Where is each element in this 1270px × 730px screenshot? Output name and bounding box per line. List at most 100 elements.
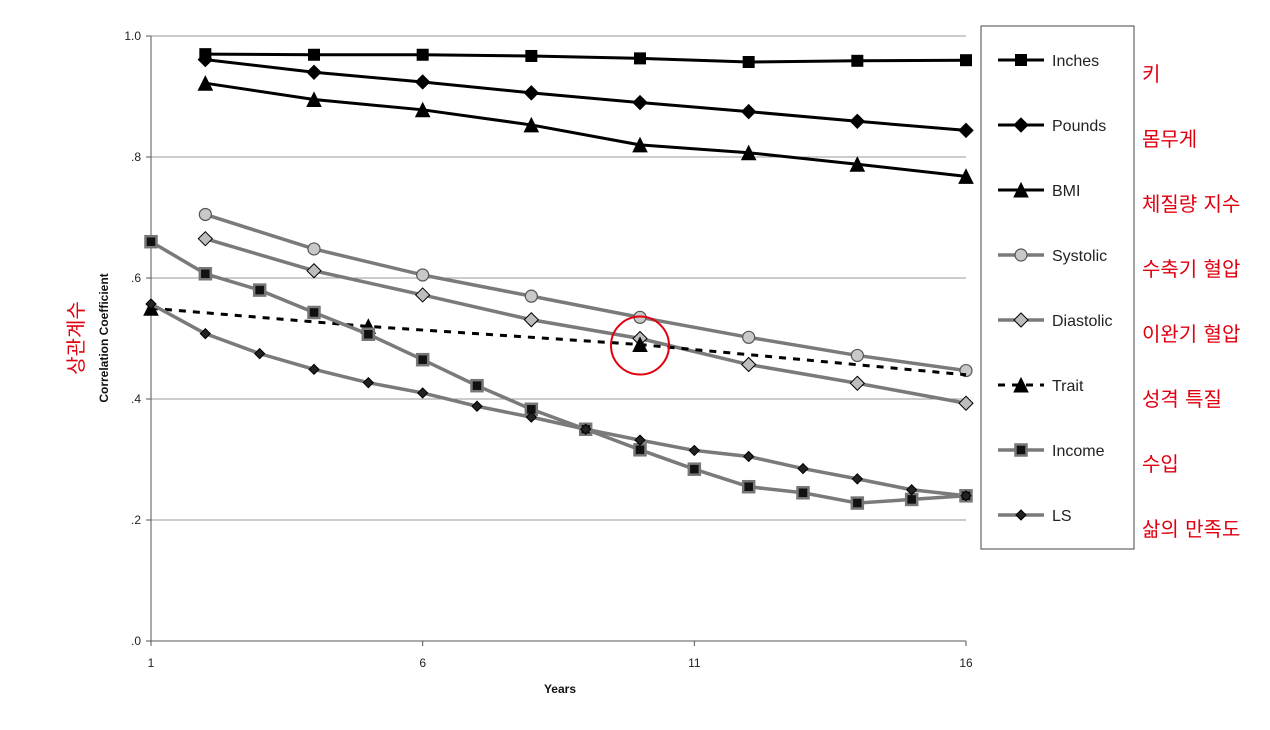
data-point-diamond xyxy=(632,94,648,111)
y-tick-label: 1.0 xyxy=(124,29,141,43)
data-point-diamond xyxy=(414,287,431,303)
x-tick-label: 1 xyxy=(148,656,155,670)
data-point-square xyxy=(633,443,647,457)
data-point-circle xyxy=(524,289,538,303)
data-point-diamond xyxy=(471,400,483,412)
series-line-pounds xyxy=(205,58,967,132)
legend-label: LS xyxy=(1052,508,1072,525)
y-tick-label: .6 xyxy=(131,271,141,285)
data-point-diamond xyxy=(1013,312,1029,328)
series-trait xyxy=(143,300,967,377)
data-point-diamond xyxy=(199,327,212,340)
series-ls xyxy=(145,298,972,502)
data-point-triangle xyxy=(306,91,322,108)
data-point-square xyxy=(470,378,484,393)
legend-label: Diastolic xyxy=(1052,313,1112,330)
data-point-square xyxy=(850,496,865,510)
x-tick-label: 16 xyxy=(959,656,973,670)
data-point-diamond xyxy=(253,347,266,360)
legend-label: BMI xyxy=(1052,183,1080,200)
data-point-square xyxy=(742,56,755,69)
legend-item-systolic: Systolic xyxy=(998,248,1107,265)
legend-translation: 수축기 혈압 xyxy=(1142,257,1240,281)
data-point-triangle xyxy=(523,116,540,133)
data-point-triangle xyxy=(197,75,214,91)
data-point-diamond xyxy=(197,51,214,68)
series-pounds xyxy=(197,51,974,139)
data-point-square xyxy=(252,283,267,297)
legend: Inches Pounds BMI Systolic Diastolic Trait Inc… xyxy=(980,25,1135,550)
series-line-trait xyxy=(150,306,967,377)
data-point-triangle xyxy=(632,336,648,353)
series-systolic xyxy=(198,207,973,378)
data-point-square xyxy=(796,486,810,500)
legend-label: Systolic xyxy=(1052,248,1107,265)
data-point-triangle xyxy=(849,156,866,172)
data-point-triangle xyxy=(414,101,431,118)
y-tick-label: .0 xyxy=(131,634,141,648)
data-point-diamond xyxy=(960,490,972,502)
data-point-diamond xyxy=(523,312,540,328)
x-tick-label: 6 xyxy=(419,656,426,670)
y-tick-label: .8 xyxy=(131,150,141,164)
data-point-circle xyxy=(198,207,212,222)
data-point-square xyxy=(144,234,158,249)
data-point-square xyxy=(960,54,972,67)
legend-item-ls: LS xyxy=(998,508,1072,525)
legend-translation: 몸무게 xyxy=(1142,127,1197,151)
data-point-circle xyxy=(307,242,321,256)
data-point-diamond xyxy=(740,356,757,373)
gridlines xyxy=(146,35,967,646)
data-point-diamond xyxy=(306,64,322,81)
data-point-circle xyxy=(416,268,430,282)
data-point-triangle xyxy=(958,168,974,184)
data-point-diamond xyxy=(688,444,701,457)
y-axis-title-translation: 상관계수 xyxy=(64,301,88,375)
data-point-circle xyxy=(742,330,756,344)
data-point-diamond xyxy=(414,74,431,90)
series-diastolic xyxy=(197,230,974,411)
series-line-inches xyxy=(205,52,967,64)
data-point-square xyxy=(307,305,321,320)
data-point-square xyxy=(308,48,320,61)
data-point-diamond xyxy=(634,434,646,446)
series-inches xyxy=(199,48,972,69)
data-point-circle xyxy=(1014,248,1028,262)
legend-item-trait: Trait xyxy=(998,376,1084,395)
series-line-bmi xyxy=(205,81,967,178)
legend-translation: 삶의 만족도 xyxy=(1142,517,1240,541)
data-point-diamond xyxy=(579,423,592,435)
data-point-triangle xyxy=(632,136,648,153)
y-tick-labels: .0 .2 .4 .6 .8 1.0 xyxy=(124,29,141,648)
data-point-square xyxy=(741,479,756,494)
x-tick-label: 11 xyxy=(688,656,701,670)
data-point-diamond xyxy=(308,363,320,376)
data-point-diamond xyxy=(958,395,974,411)
data-point-diamond xyxy=(905,484,918,496)
legend-translation: 키 xyxy=(1142,62,1160,86)
legend-box xyxy=(980,25,1135,550)
x-axis-title: Years xyxy=(544,682,576,696)
series-lines xyxy=(143,48,974,510)
y-tick-label: .2 xyxy=(131,513,141,527)
data-point-square xyxy=(415,352,430,367)
legend-item-bmi: BMI xyxy=(998,181,1080,200)
series-line-ls xyxy=(150,302,967,498)
legend-label: Inches xyxy=(1052,53,1099,70)
data-point-square xyxy=(687,462,702,476)
data-point-diamond xyxy=(197,230,214,247)
data-point-diamond xyxy=(416,387,429,399)
data-point-circle xyxy=(850,348,864,363)
legend-item-income: Income xyxy=(998,443,1105,460)
legend-label: Income xyxy=(1052,443,1105,460)
legend-label: Pounds xyxy=(1052,118,1106,135)
data-point-diamond xyxy=(849,375,866,391)
y-axis-title: Correlation Coefficient xyxy=(97,273,111,402)
series-income xyxy=(144,234,973,510)
data-point-square xyxy=(634,52,646,65)
data-point-triangle xyxy=(1013,376,1029,393)
legend-item-diastolic: Diastolic xyxy=(998,312,1112,330)
legend-translation: 성격 특질 xyxy=(1142,387,1222,411)
